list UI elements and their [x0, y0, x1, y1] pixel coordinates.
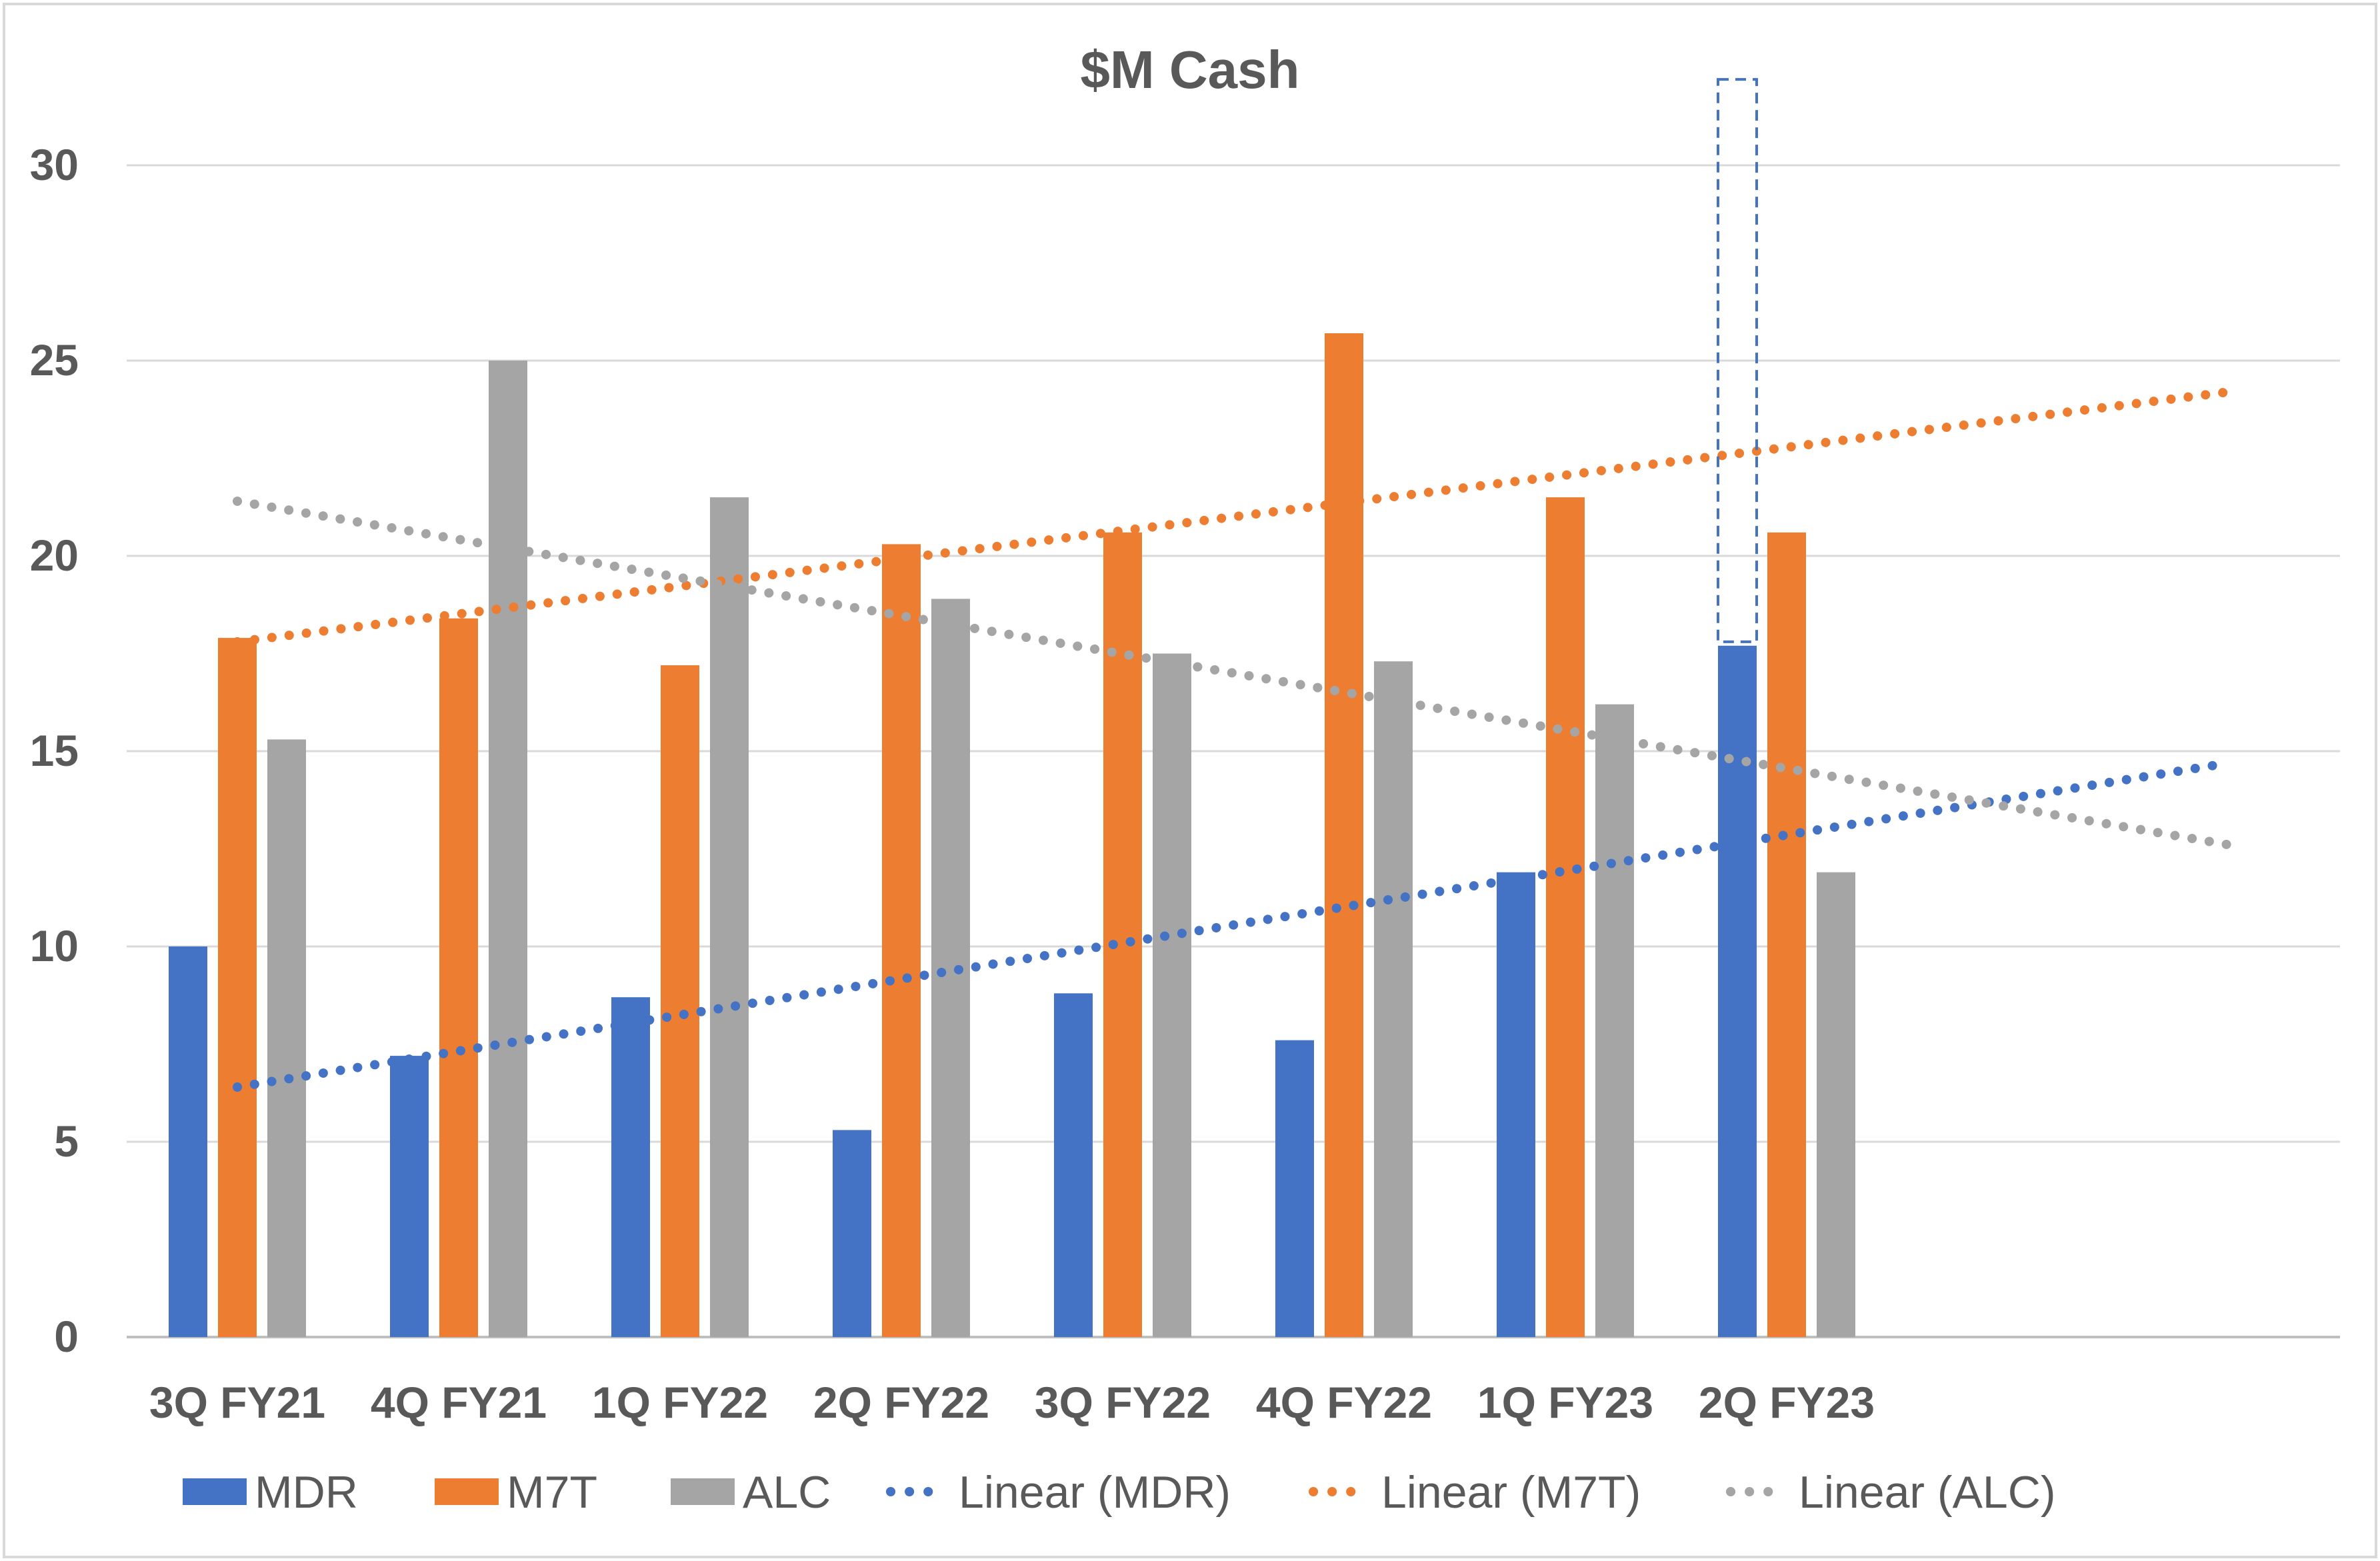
x-tick-label: 1Q FY22 — [592, 1378, 768, 1427]
trend-layer — [233, 387, 2234, 1092]
legend-swatch-m7t — [435, 1478, 499, 1505]
bar-mdr-1q-fy22 — [611, 997, 650, 1337]
bar-m7t-2q-fy23 — [1767, 532, 1806, 1337]
trendline-mdr — [233, 758, 2234, 1092]
legend-swatch-alc — [671, 1478, 735, 1505]
bar-alc-3q-fy21 — [267, 739, 306, 1337]
bar-mdr-4q-fy21 — [390, 1056, 429, 1337]
y-tick-label: 30 — [30, 140, 79, 189]
bar-alc-1q-fy22 — [710, 497, 749, 1337]
y-tick-label: 15 — [30, 726, 79, 775]
bar-alc-1q-fy23 — [1595, 704, 1634, 1337]
x-tick-label: 1Q FY23 — [1477, 1378, 1653, 1427]
bar-alc-2q-fy23 — [1817, 872, 1855, 1337]
y-tick-label: 20 — [30, 531, 79, 580]
bar-alc-2q-fy22 — [931, 599, 970, 1338]
trendline-alc — [233, 496, 2234, 850]
axis-labels-layer: 0 5 10 15 20 25 30 3Q FY21 4Q FY21 1Q FY22 2Q FY22… — [30, 140, 1875, 1427]
bar-m7t-2q-fy22 — [882, 544, 921, 1338]
bar-m7t-1q-fy22 — [661, 665, 699, 1337]
bars-layer — [169, 333, 1855, 1338]
legend-label: ALC — [743, 1467, 831, 1518]
legend-label: MDR — [255, 1467, 358, 1518]
legend-entry[interactable]: MDR — [183, 1467, 358, 1518]
x-tick-label: 2Q FY23 — [1699, 1378, 1875, 1427]
bar-mdr-3q-fy21 — [169, 946, 207, 1337]
annotation-layer — [1717, 78, 1758, 643]
legend-swatch-mdr — [183, 1478, 247, 1505]
bar-m7t-4q-fy22 — [1325, 333, 1363, 1338]
y-tick-label: 10 — [30, 921, 79, 970]
y-tick-label: 0 — [54, 1312, 79, 1361]
y-tick-label: 25 — [30, 335, 79, 385]
bar-alc-4q-fy21 — [489, 361, 527, 1337]
legend-label: Linear (M7T) — [1381, 1467, 1641, 1518]
legend-entry[interactable]: Linear (ALC) — [1726, 1467, 2056, 1518]
bar-m7t-3q-fy21 — [218, 638, 257, 1337]
bar-m7t-4q-fy21 — [439, 618, 478, 1337]
bar-m7t-1q-fy23 — [1546, 497, 1585, 1337]
legend-layer[interactable]: MDR M7T ALC Linear (MDR) Linear (M7T) Linear … — [183, 1467, 2056, 1518]
bar-m7t-3q-fy22 — [1103, 532, 1142, 1337]
x-tick-label: 2Q FY22 — [813, 1378, 989, 1427]
trendline-m7t — [233, 387, 2234, 647]
legend-label: Linear (ALC) — [1799, 1467, 2056, 1518]
bar-mdr-2q-fy22 — [833, 1130, 871, 1337]
bar-mdr-4q-fy22 — [1275, 1040, 1314, 1337]
bar-alc-3q-fy22 — [1153, 653, 1191, 1337]
bar-mdr-3q-fy22 — [1054, 993, 1093, 1337]
legend-entry[interactable]: M7T — [435, 1467, 597, 1518]
bar-mdr-2q-fy23 — [1718, 645, 1757, 1337]
legend-label: Linear (MDR) — [959, 1467, 1231, 1518]
x-tick-label: 4Q FY21 — [371, 1378, 547, 1427]
y-tick-label: 5 — [54, 1116, 79, 1166]
legend-entry[interactable]: ALC — [671, 1467, 831, 1518]
bar-mdr-1q-fy23 — [1497, 872, 1535, 1337]
x-tick-label: 4Q FY22 — [1256, 1378, 1432, 1427]
legend-entry[interactable]: Linear (MDR) — [886, 1467, 1231, 1518]
annotation-dashed-box — [1717, 78, 1758, 643]
legend-label: M7T — [507, 1467, 597, 1518]
x-tick-label: 3Q FY21 — [149, 1378, 325, 1427]
bar-alc-4q-fy22 — [1374, 661, 1413, 1337]
x-tick-label: 3Q FY22 — [1035, 1378, 1211, 1427]
legend-entry[interactable]: Linear (M7T) — [1309, 1467, 1641, 1518]
chart-title: $M Cash — [1081, 40, 1300, 99]
